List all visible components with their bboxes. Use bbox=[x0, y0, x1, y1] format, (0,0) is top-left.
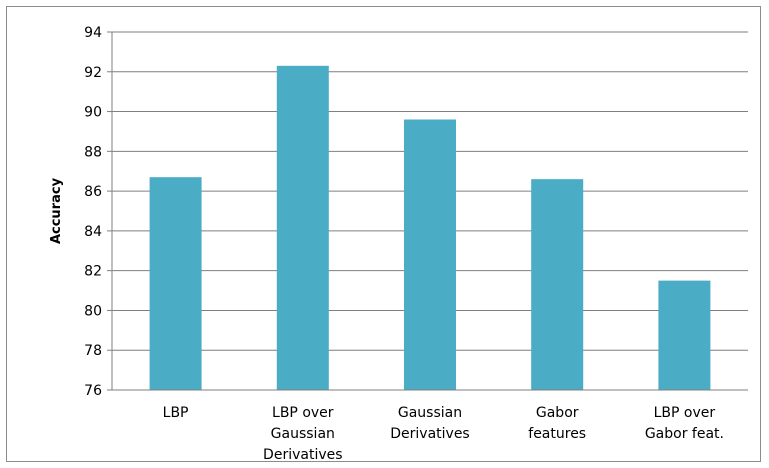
y-tick-label: 88 bbox=[84, 144, 102, 160]
y-axis-title: Accuracy bbox=[49, 177, 64, 244]
x-category-label: Gabor features bbox=[528, 405, 586, 442]
bar bbox=[276, 65, 329, 391]
bars bbox=[149, 65, 711, 391]
x-category-label-line: features bbox=[528, 426, 586, 442]
y-tick-label: 82 bbox=[84, 264, 102, 280]
chart-frame bbox=[6, 6, 761, 462]
y-tick-label: 78 bbox=[84, 343, 102, 359]
x-category-label: LBP over Gaussian Derivatives bbox=[263, 405, 342, 463]
x-category-label-line: LBP over bbox=[272, 405, 334, 421]
x-category-label: LBP over Gabor feat. bbox=[645, 405, 724, 442]
x-category-label-line: Gaussian bbox=[271, 426, 335, 442]
bar bbox=[404, 119, 456, 390]
y-tick-label: 86 bbox=[84, 184, 102, 200]
x-category-label-line: Derivatives bbox=[390, 426, 469, 442]
y-axis-ticks: 76 78 80 82 84 86 88 90 92 94 bbox=[84, 25, 112, 399]
x-category-label: Gaussian Derivatives bbox=[390, 405, 469, 442]
y-tick-label: 94 bbox=[84, 25, 102, 41]
y-tick-label: 92 bbox=[84, 65, 102, 81]
bar bbox=[658, 280, 711, 390]
y-tick-label: 80 bbox=[84, 303, 102, 319]
y-tick-label: 76 bbox=[84, 383, 102, 399]
x-category-label-line: Gabor bbox=[536, 405, 579, 421]
y-tick-label: 84 bbox=[84, 224, 102, 240]
bar bbox=[149, 177, 202, 390]
bar bbox=[531, 179, 584, 390]
x-category-label: LBP bbox=[163, 405, 189, 421]
x-category-label-line: Gabor feat. bbox=[645, 426, 724, 442]
x-category-label-line: Derivatives bbox=[263, 447, 342, 463]
x-category-label-line: Gaussian bbox=[398, 405, 462, 421]
x-category-label-line: LBP bbox=[163, 405, 189, 421]
y-tick-label: 90 bbox=[84, 105, 102, 121]
x-axis-labels: LBP LBP over Gaussian Derivatives Gaussian De… bbox=[163, 405, 724, 463]
x-category-label-line: LBP over bbox=[654, 405, 716, 421]
